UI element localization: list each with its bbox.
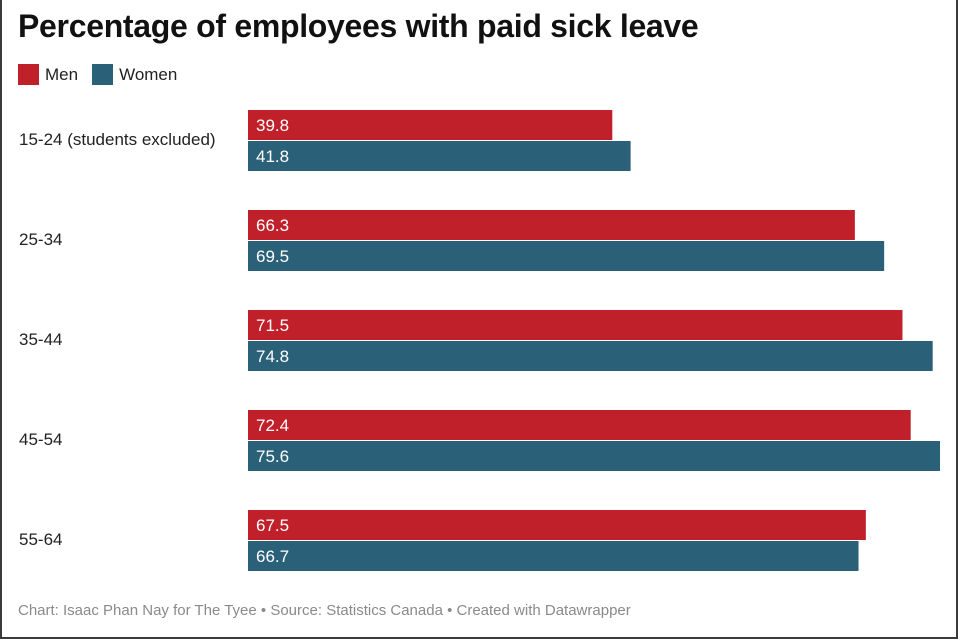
- value-label-men-15-24-students-excluded: 39.8: [256, 116, 289, 135]
- legend-swatch-women: [92, 64, 114, 85]
- bar-women-45-54[interactable]: [248, 441, 940, 471]
- bar-women-15-24-students-excluded[interactable]: [248, 141, 631, 171]
- bar-women-35-44[interactable]: [248, 341, 933, 371]
- value-label-women-35-44: 74.8: [256, 347, 289, 366]
- category-label-15-24-students-excluded: 15-24 (students excluded): [19, 130, 216, 149]
- value-label-men-25-34: 66.3: [256, 216, 289, 235]
- value-label-women-15-24-students-excluded: 41.8: [256, 147, 289, 166]
- chart-source-note: Chart: Isaac Phan Nay for The Tyee • Sou…: [18, 602, 631, 619]
- bar-men-25-34[interactable]: [248, 210, 855, 240]
- legend-label-men: Men: [45, 64, 79, 84]
- bar-women-25-34[interactable]: [248, 241, 885, 271]
- value-label-men-55-64: 67.5: [256, 516, 289, 535]
- value-label-women-55-64: 66.7: [256, 547, 289, 566]
- legend: Men Women: [18, 64, 191, 85]
- chart-title: Percentage of employees with paid sick l…: [18, 8, 699, 44]
- legend-swatch-men: [18, 64, 39, 85]
- category-label-45-54: 45-54: [19, 430, 62, 449]
- category-label-35-44: 35-44: [19, 330, 62, 349]
- legend-item-men: Men: [18, 64, 78, 85]
- legend-item-women: Women: [92, 64, 177, 85]
- legend-label-women: Women: [119, 64, 178, 84]
- bar-men-15-24-students-excluded[interactable]: [248, 110, 613, 140]
- value-label-men-45-54: 72.4: [256, 416, 289, 435]
- bar-men-35-44[interactable]: [248, 310, 903, 340]
- bar-men-45-54[interactable]: [248, 410, 911, 440]
- bar-men-55-64[interactable]: [248, 510, 866, 540]
- bar-women-55-64[interactable]: [248, 541, 859, 571]
- value-label-men-35-44: 71.5: [256, 316, 289, 335]
- category-label-25-34: 25-34: [19, 230, 62, 249]
- category-label-55-64: 55-64: [19, 530, 62, 549]
- value-label-women-25-34: 69.5: [256, 247, 289, 266]
- value-label-women-45-54: 75.6: [256, 447, 289, 466]
